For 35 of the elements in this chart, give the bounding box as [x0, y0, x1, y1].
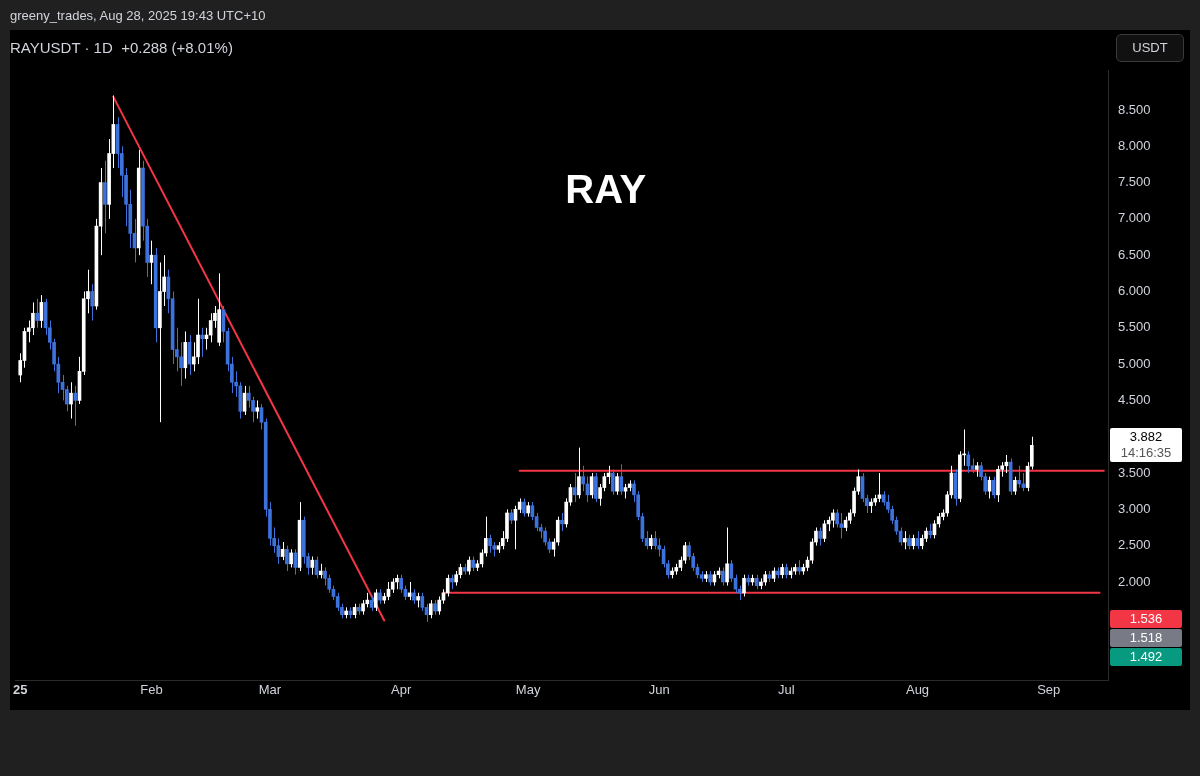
y-tick-label: 5.500: [1118, 319, 1151, 335]
text: 1.536: [1110, 611, 1182, 627]
text: 1.518: [1110, 630, 1182, 646]
text: greeny_trades, Aug 28, 2025 19:43 UTC+10: [10, 8, 266, 23]
y-tick-label: 8.500: [1118, 101, 1151, 117]
y-tick-label: 5.000: [1118, 355, 1151, 371]
y-tick-label: 3.000: [1118, 500, 1151, 516]
x-tick-label: Apr: [391, 682, 412, 698]
x-tick-label: Mar: [258, 682, 282, 698]
y-axis-title: USDT: [1116, 34, 1184, 62]
x-tick-label: Jul: [778, 682, 795, 698]
x-tick-label: 25: [13, 682, 28, 698]
candlestick: [255, 399, 260, 420]
y-tick-label: 7.500: [1118, 174, 1151, 190]
candlestick: [699, 570, 704, 583]
text: RAY: [565, 167, 647, 212]
text: 1.492: [1110, 649, 1182, 665]
x-tick-label: Jun: [648, 682, 670, 698]
chart-title: RAYUSDT · 1D +0.288 (+8.01%): [10, 39, 233, 57]
y-tick-label: 3.500: [1118, 464, 1151, 480]
y-tick-label: 6.000: [1118, 283, 1151, 299]
y-tick-label: 8.000: [1118, 137, 1151, 153]
candlestick: [704, 570, 708, 583]
y-tick-label: 2.500: [1118, 537, 1151, 553]
y-tick-label: 6.500: [1118, 246, 1151, 262]
text: 14:16:35: [1119, 445, 1173, 462]
y-tick-label: 4.500: [1118, 391, 1151, 407]
candlestick: [974, 461, 979, 478]
x-tick-label: Feb: [140, 682, 163, 698]
y-tick-label: 2.000: [1118, 573, 1151, 589]
x-tick-label: May: [515, 682, 541, 698]
y-tick-label: 7.000: [1118, 210, 1151, 226]
x-tick-label: Sep: [1037, 682, 1061, 698]
text: 3.882: [1128, 429, 1164, 446]
x-tick-label: Aug: [905, 682, 930, 698]
